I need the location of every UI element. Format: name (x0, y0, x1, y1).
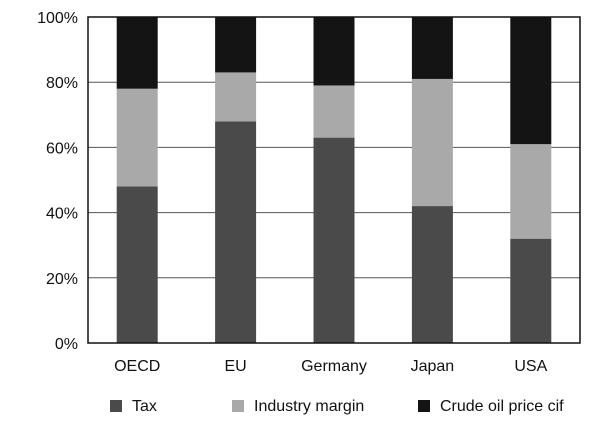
x-tick-label: Japan (411, 358, 455, 375)
legend-swatch (110, 400, 122, 412)
bar-segment-tax-japan (411, 206, 453, 343)
y-axis-ticks: 0% 20% 40% 60% 80% 100% (37, 10, 78, 353)
x-tick-label: OECD (114, 358, 160, 375)
bar-segment-industry-margin-japan (411, 78, 453, 207)
legend-swatch (418, 400, 430, 412)
plot-border (87, 16, 581, 344)
bar-segment-crude-oil-price-cif-oecd (116, 17, 158, 89)
bar-segment-industry-margin-oecd (116, 88, 158, 187)
x-tick-label: Germany (301, 358, 367, 375)
y-tick-label: 40% (46, 206, 78, 223)
y-tick-label: 0% (55, 336, 78, 353)
bar-segment-tax-germany (313, 137, 355, 343)
bar-segment-tax-usa (510, 238, 552, 343)
bar-segment-tax-eu (215, 121, 257, 343)
y-tick-label: 100% (37, 10, 78, 27)
bar-segment-crude-oil-price-cif-eu (215, 17, 257, 73)
plot-frame (87, 16, 581, 344)
legend-label: Tax (132, 398, 157, 415)
legend-label: Crude oil price cif (440, 398, 564, 415)
bar-segment-industry-margin-eu (215, 72, 257, 122)
legend-label: Industry margin (254, 398, 364, 415)
bar-segment-industry-margin-usa (510, 144, 552, 239)
x-axis-ticks: OECD EU Germany Japan USA (114, 358, 547, 375)
y-tick-label: 20% (46, 271, 78, 288)
y-tick-label: 60% (46, 140, 78, 157)
bar-segment-tax-oecd (116, 186, 158, 343)
bar-segment-crude-oil-price-cif-japan (411, 17, 453, 79)
x-tick-label: USA (514, 358, 547, 375)
x-tick-label: EU (224, 358, 246, 375)
bar-segment-crude-oil-price-cif-germany (313, 17, 355, 86)
bar-segment-industry-margin-germany (313, 85, 355, 138)
legend: Tax Industry margin Crude oil price cif (110, 398, 564, 415)
bar-segment-crude-oil-price-cif-usa (510, 17, 552, 145)
bars (116, 17, 552, 343)
y-tick-label: 80% (46, 75, 78, 92)
legend-swatch (232, 400, 244, 412)
